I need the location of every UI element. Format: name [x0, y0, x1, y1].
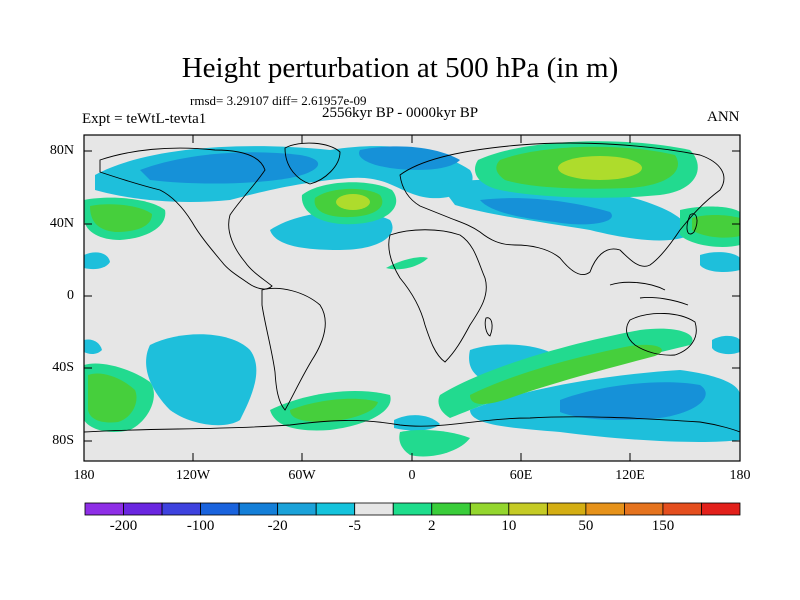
- coast-south-america: [261, 287, 326, 411]
- colorbar-swatch-4: [238, 502, 279, 516]
- contour-eurasia-blue: [480, 198, 612, 225]
- contour-south-pacific-cyan: [146, 334, 257, 426]
- map-ticks: [83, 135, 741, 461]
- coast-southeast-asia-islands: [609, 281, 689, 306]
- colorbar-swatch-14: [624, 502, 664, 516]
- coast-japan: [686, 213, 698, 235]
- experiment-label: Expt = teWtL-tevta1: [82, 111, 207, 127]
- colorbar-label-7: 150: [651, 518, 675, 534]
- lat-tick-80n: 80N: [49, 143, 74, 158]
- contour-southeast-pacific-cyan: [712, 335, 740, 355]
- contour-north-pacific-green: [90, 204, 152, 232]
- colorbar-swatch-15: [662, 502, 702, 516]
- contour-atlantic-yellow: [336, 194, 370, 210]
- contour-subtropic-cyan-west: [84, 252, 110, 270]
- colorbar-swatch-6: [315, 502, 356, 516]
- lat-tick-0: 0: [67, 288, 74, 303]
- coast-north-america: [99, 147, 273, 290]
- colorbar-label-4: 2: [428, 518, 436, 534]
- colorbar-label-6: 50: [578, 518, 594, 534]
- contour-arctic-blue: [359, 146, 460, 170]
- coast-madagascar: [484, 317, 493, 337]
- coast-australia: [626, 312, 697, 356]
- colorbar-swatch-9: [431, 502, 471, 516]
- colorbar-swatch-8: [392, 502, 433, 516]
- colorbar-swatch-11: [508, 502, 548, 516]
- rmsd-diff-stats: rmsd= 3.29107 diff= 2.61957e-09: [190, 93, 367, 108]
- contour-siberia-yellow: [558, 156, 642, 180]
- lon-tick-60w: 60W: [288, 468, 316, 483]
- contour-south-atlantic-cyan-small: [84, 339, 102, 354]
- contour-subtropic-cyan-east: [700, 252, 740, 273]
- colorbar-label-2: -20: [267, 518, 288, 534]
- contour-south-indian-blue: [560, 382, 706, 420]
- colorbar-label-3: -5: [348, 518, 361, 534]
- colorbar-swatch-16: [701, 502, 741, 516]
- contour-antarctic-green-patch: [399, 430, 470, 457]
- continent-outlines: [84, 142, 740, 433]
- coast-africa: [388, 229, 487, 363]
- contour-atlantic-streak: [386, 257, 428, 270]
- lat-tick-80s: 80S: [52, 433, 74, 448]
- contour-south-pacific-green-dark: [88, 373, 137, 423]
- lon-tick-180-east: 180: [729, 468, 751, 483]
- map-field: [84, 135, 740, 461]
- lon-tick-180-west: 180: [73, 468, 95, 483]
- colorbar-swatch-5: [277, 502, 317, 516]
- contour-south-indian-green-dark: [470, 344, 662, 404]
- coast-europe-asia: [399, 142, 725, 276]
- colorbar: [84, 502, 741, 516]
- contour-north-atlantic-blue: [140, 152, 319, 184]
- colorbar-swatch-12: [546, 502, 587, 516]
- contour-west-pacific-green-dark: [692, 215, 740, 238]
- lat-tick-40s: 40S: [52, 360, 74, 375]
- colorbar-label-0: -200: [109, 518, 138, 534]
- lon-tick-60e: 60E: [509, 468, 533, 483]
- contour-south-atlantic-green-dark: [290, 398, 378, 422]
- plot-title: Height perturbation at 500 hPa (in m): [181, 52, 619, 84]
- colorbar-swatch-1: [123, 502, 163, 516]
- colorbar-swatch-13: [585, 502, 625, 516]
- lon-tick-120w: 120W: [175, 468, 211, 483]
- colorbar-label-5: 10: [501, 518, 517, 534]
- lon-tick-0: 0: [408, 468, 416, 483]
- colorbar-swatch-10: [469, 502, 510, 516]
- colorbar-swatch-2: [161, 502, 201, 516]
- lat-tick-40n: 40N: [49, 216, 74, 231]
- colorbar-swatch-7: [354, 502, 394, 516]
- time-range-subtitle: 2556kyr BP - 0000kyr BP: [322, 105, 479, 121]
- lon-tick-120e: 120E: [615, 468, 645, 483]
- season-label: ANN: [707, 109, 740, 125]
- contour-antarctic-cyan: [394, 415, 440, 431]
- coast-antarctica: [84, 416, 740, 433]
- colorbar-swatch-0: [84, 502, 124, 516]
- coast-greenland: [284, 142, 341, 185]
- colorbar-swatch-3: [200, 502, 240, 516]
- colorbar-label-1: -100: [186, 518, 215, 534]
